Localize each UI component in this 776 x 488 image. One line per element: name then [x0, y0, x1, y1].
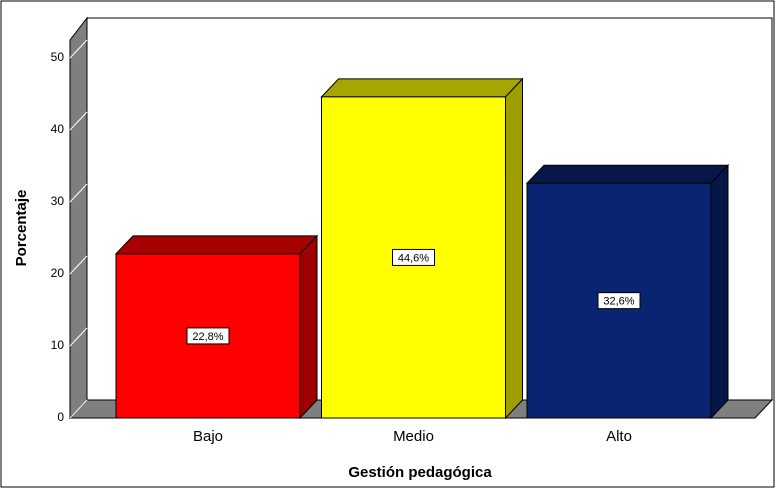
value-label: 32,6%: [603, 296, 634, 308]
label-box: [597, 292, 641, 310]
y-tick-label: 10: [51, 338, 65, 352]
x-tick-label: Bajo: [193, 428, 223, 445]
side-wall: [69, 16, 88, 420]
value-label: 22,8%: [192, 331, 223, 343]
y-tick-label: 40: [51, 122, 65, 136]
bar-side: [505, 77, 523, 420]
x-tick-label: Alto: [606, 428, 632, 445]
tick-mark: [69, 399, 88, 419]
value-label: 44,6%: [398, 252, 429, 264]
bar-top: [525, 164, 730, 184]
x-tick-label: Medio: [393, 428, 434, 445]
tick-mark: [69, 183, 88, 203]
tick-mark: [69, 39, 88, 59]
y-tick-label: 20: [51, 266, 65, 280]
y-tick-label: 0: [57, 410, 64, 424]
bar-side: [299, 234, 318, 420]
y-tick-label: 30: [51, 194, 65, 208]
y-axis-title: Porcentaje: [13, 190, 30, 267]
tick-mark: [69, 255, 88, 275]
bar-side: [710, 164, 729, 420]
bar-top: [114, 235, 319, 255]
tick-mark: [69, 327, 88, 347]
x-axis-title: Gestión pedagógica: [348, 464, 492, 481]
label-box: [186, 327, 230, 345]
tick-mark: [69, 111, 88, 131]
y-tick-label: 50: [51, 50, 65, 64]
label-box: [392, 248, 435, 266]
bar-top: [320, 78, 524, 98]
